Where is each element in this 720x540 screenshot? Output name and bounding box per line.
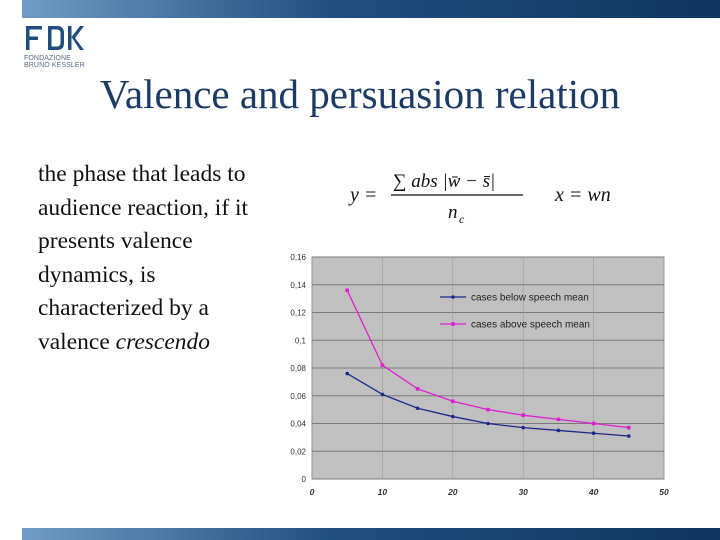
data-point <box>415 387 420 391</box>
data-point <box>591 421 596 426</box>
y-tick-label: 0,04 <box>290 420 306 429</box>
data-point <box>521 425 525 430</box>
line-chart: 0 0,02 0,04 0,06 0,08 0,1 0,12 0,14 0,16 0 10 20 30… <box>290 253 669 497</box>
logo-subtitle: FONDAZIONE BRUNO KESSLER <box>24 55 85 69</box>
logo-line-2: BRUNO KESSLER <box>24 62 85 69</box>
data-point <box>345 288 349 293</box>
y-tick-label: 0,16 <box>290 253 306 262</box>
y-tick-label: 0,08 <box>290 364 306 373</box>
y-tick-label: 0 <box>302 475 307 484</box>
data-point <box>486 407 490 412</box>
legend: cases below speech mean cases above speec… <box>440 293 590 331</box>
legend-marker <box>451 295 455 299</box>
legend-label: cases above speech mean <box>471 320 590 331</box>
y-tick-label: 0,02 <box>290 447 306 456</box>
y-tick-label: 0,14 <box>290 281 306 290</box>
logo-line-1: FONDAZIONE <box>24 55 71 62</box>
data-point <box>451 399 455 404</box>
data-point <box>380 363 385 368</box>
data-point <box>521 413 525 417</box>
x-tick-label: 40 <box>588 487 599 497</box>
slide-body: the phase that leads to audience reactio… <box>38 158 273 359</box>
y-tick-label: 0,06 <box>290 392 306 401</box>
formula-denominator-sub: c <box>459 212 465 226</box>
data-point <box>556 417 561 422</box>
data-point <box>591 431 596 436</box>
data-point <box>556 428 561 433</box>
x-tick-label: 20 <box>447 487 458 497</box>
body-text-emphasis: crescendo <box>115 328 211 355</box>
fbk-logo-icon <box>26 26 84 50</box>
series-group <box>345 288 631 438</box>
fbk-logo: FONDAZIONE BRUNO KESSLER <box>24 24 104 72</box>
formula-denominator: n <box>448 202 458 223</box>
y-tick-label: 0,12 <box>290 309 306 318</box>
x-tick-labels: 0 10 20 30 40 50 <box>310 487 669 497</box>
formula-numerator: ∑ abs |w̄ − s̄| <box>393 171 495 192</box>
x-tick-label: 0 <box>310 487 315 497</box>
x-tick-label: 10 <box>378 487 388 497</box>
x-tick-label: 30 <box>518 487 528 497</box>
bottom-banner-bar <box>22 528 720 540</box>
formula-y-lhs: y = <box>348 184 377 206</box>
data-point <box>451 414 455 419</box>
legend-marker <box>451 322 455 326</box>
data-point <box>345 371 349 376</box>
body-text-main: the phase that leads to audience reactio… <box>38 161 249 355</box>
legend-label: cases below speech mean <box>471 293 589 304</box>
grid-lines <box>311 256 665 480</box>
slide-title: Valence and persuasion relation <box>99 71 621 117</box>
data-point <box>486 421 490 426</box>
top-banner-bar <box>22 0 720 18</box>
x-tick-label: 50 <box>659 487 669 497</box>
formula: y = ∑ abs |w̄ − s̄| n c x = wn <box>348 171 611 226</box>
y-tick-label: 0,1 <box>295 336 307 345</box>
data-point <box>627 425 631 430</box>
data-point <box>380 392 385 397</box>
data-point <box>415 406 420 411</box>
formula-x-eq: x = wn <box>554 184 611 206</box>
y-tick-labels: 0 0,02 0,04 0,06 0,08 0,1 0,12 0,14 0,16 <box>290 253 306 484</box>
data-point <box>627 434 631 438</box>
